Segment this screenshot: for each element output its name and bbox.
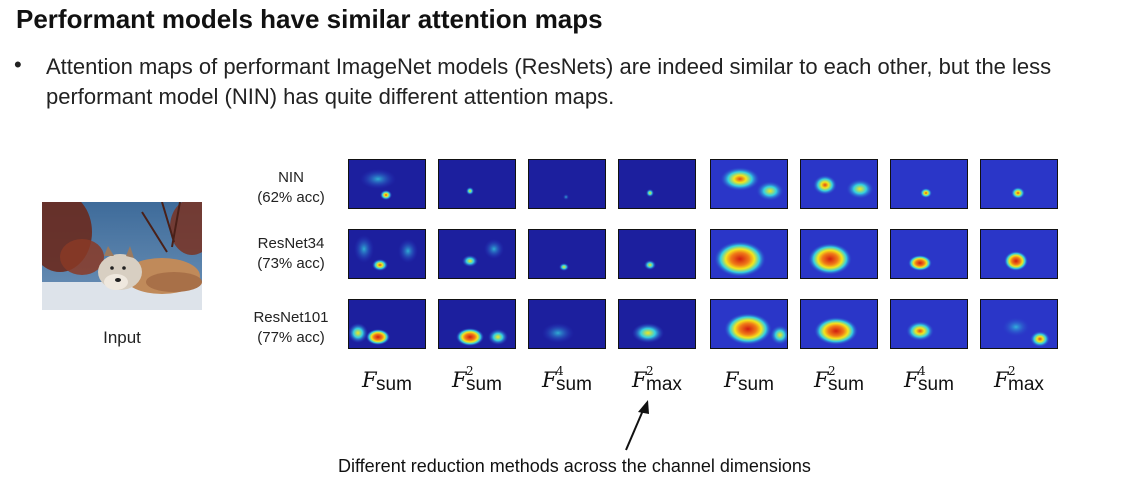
column-label-2: F 2 sum [444, 364, 534, 400]
formula-reduction: sum [376, 374, 412, 395]
formula-base: F [724, 368, 739, 392]
formula-base: F [452, 368, 467, 392]
formula-exponent: 4 [556, 364, 564, 378]
caption: Different reduction methods across the c… [338, 456, 811, 476]
formula-exponent: 2 [466, 364, 474, 378]
attention-map-nin-col5 [710, 159, 788, 209]
formula-exponent: 2 [646, 364, 654, 378]
bullet-text: Attention maps of performant ImageNet mo… [46, 54, 1052, 109]
row-name: ResNet34 [257, 235, 325, 252]
attention-map-resnet101-col8 [980, 299, 1058, 349]
attention-map-resnet101-col4 [618, 299, 696, 349]
formula-base: F [994, 368, 1009, 392]
attention-map-resnet101-col5 [710, 299, 788, 349]
slide-title: Performant models have similar attention… [16, 4, 603, 34]
formula-base: F [362, 368, 377, 392]
row-accuracy: (73% acc) [257, 255, 325, 272]
attention-map-nin-col7 [890, 159, 968, 209]
attention-map-resnet34-col7 [890, 229, 968, 279]
row-label-nin: NIN (62% acc) [236, 168, 346, 208]
column-label-7: F 4 sum [896, 364, 986, 400]
formula-base: F [904, 368, 919, 392]
attention-map-resnet101-col7 [890, 299, 968, 349]
column-label-8: F 2 max [986, 364, 1076, 400]
row-label-resnet34: ResNet34 (73% acc) [236, 234, 346, 274]
attention-map-resnet34-col4 [618, 229, 696, 279]
formula-base: F [632, 368, 647, 392]
input-image [28, 192, 214, 310]
formula-exponent: 2 [1008, 364, 1016, 378]
attention-map-nin-col2 [438, 159, 516, 209]
row-name: NIN [278, 169, 304, 186]
attention-map-resnet34-col1 [348, 229, 426, 279]
formula-exponent: 4 [918, 364, 926, 378]
attention-map-resnet34-col2 [438, 229, 516, 279]
column-label-6: F 2 sum [806, 364, 896, 400]
bullet-dot: • [14, 52, 22, 77]
formula-base: F [542, 368, 557, 392]
formula-reduction: sum [466, 374, 502, 395]
attention-map-nin-col3 [528, 159, 606, 209]
attention-map-resnet101-col3 [528, 299, 606, 349]
row-label-resnet101: ResNet101 (77% acc) [236, 308, 346, 348]
attention-map-resnet34-col3 [528, 229, 606, 279]
row-accuracy: (62% acc) [257, 189, 325, 206]
row-accuracy: (77% acc) [257, 329, 325, 346]
formula-base: F [814, 368, 829, 392]
formula-reduction: max [646, 374, 682, 395]
attention-map-nin-col8 [980, 159, 1058, 209]
formula-reduction: sum [738, 374, 774, 395]
row-name: ResNet101 [253, 309, 329, 326]
formula-reduction: sum [556, 374, 592, 395]
column-label-3: F 4 sum [534, 364, 624, 400]
attention-map-resnet34-col6 [800, 229, 878, 279]
formula-reduction: max [1008, 374, 1044, 395]
column-label-4: F 2 max [624, 364, 714, 400]
formula-reduction: sum [828, 374, 864, 395]
attention-map-resnet101-col1 [348, 299, 426, 349]
attention-map-resnet34-col5 [710, 229, 788, 279]
arrow-icon [618, 398, 658, 459]
attention-map-resnet101-col6 [800, 299, 878, 349]
attention-map-nin-col4 [618, 159, 696, 209]
formula-exponent: 2 [828, 364, 836, 378]
attention-map-nin-col1 [348, 159, 426, 209]
attention-map-resnet34-col8 [980, 229, 1058, 279]
formula-reduction: sum [918, 374, 954, 395]
attention-map-nin-col6 [800, 159, 878, 209]
input-label: Input [103, 328, 141, 347]
attention-map-resnet101-col2 [438, 299, 516, 349]
